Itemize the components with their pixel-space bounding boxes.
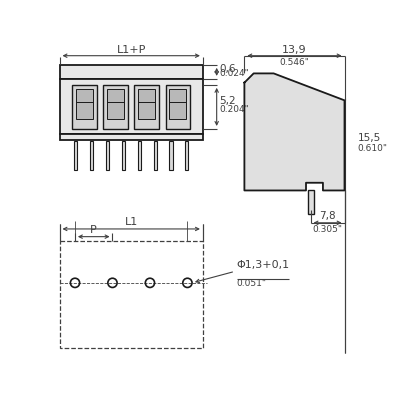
Bar [107,89,124,119]
Bar [166,85,190,129]
Bar [60,65,203,79]
Text: Φ1,3+0,1: Φ1,3+0,1 [237,260,290,270]
Bar [169,141,173,170]
Bar [134,85,159,129]
Text: 0.024": 0.024" [219,70,249,78]
Text: 0.305": 0.305" [312,225,342,234]
Bar [74,141,77,170]
Text: 0.204": 0.204" [219,106,249,114]
Text: 5,2: 5,2 [219,96,235,106]
Text: 7,8: 7,8 [319,211,336,221]
Bar [103,85,128,129]
Text: 13,9: 13,9 [282,45,307,55]
Bar [137,141,141,170]
Bar [76,89,93,119]
Bar [169,89,186,119]
Bar [122,141,125,170]
Bar [106,141,109,170]
Text: 0.546": 0.546" [280,58,309,67]
Text: 15,5: 15,5 [357,133,381,143]
Text: 0.051": 0.051" [237,279,267,288]
Bar [185,141,188,170]
Bar [60,79,203,134]
Bar [90,141,93,170]
Bar [60,134,203,140]
Bar [308,190,314,214]
Text: L1: L1 [124,218,138,228]
Bar [154,141,157,170]
Text: P: P [90,225,97,235]
Text: L1+P: L1+P [117,45,146,55]
Text: 0,6: 0,6 [219,64,235,74]
Bar [72,85,97,129]
Bar [60,240,203,348]
Bar [138,89,155,119]
Polygon shape [245,74,344,190]
Text: 0.610": 0.610" [357,144,387,153]
